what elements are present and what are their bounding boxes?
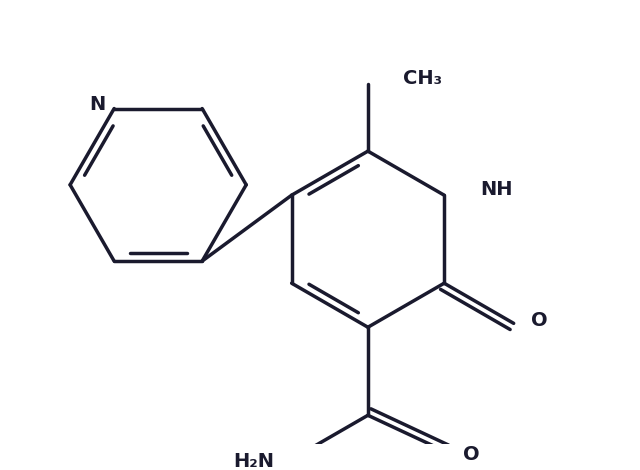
Text: H₂N: H₂N	[234, 453, 275, 470]
Text: NH: NH	[481, 180, 513, 199]
Text: N: N	[89, 95, 106, 114]
Text: O: O	[531, 311, 548, 330]
Text: CH₃: CH₃	[403, 69, 442, 88]
Text: O: O	[463, 445, 480, 463]
